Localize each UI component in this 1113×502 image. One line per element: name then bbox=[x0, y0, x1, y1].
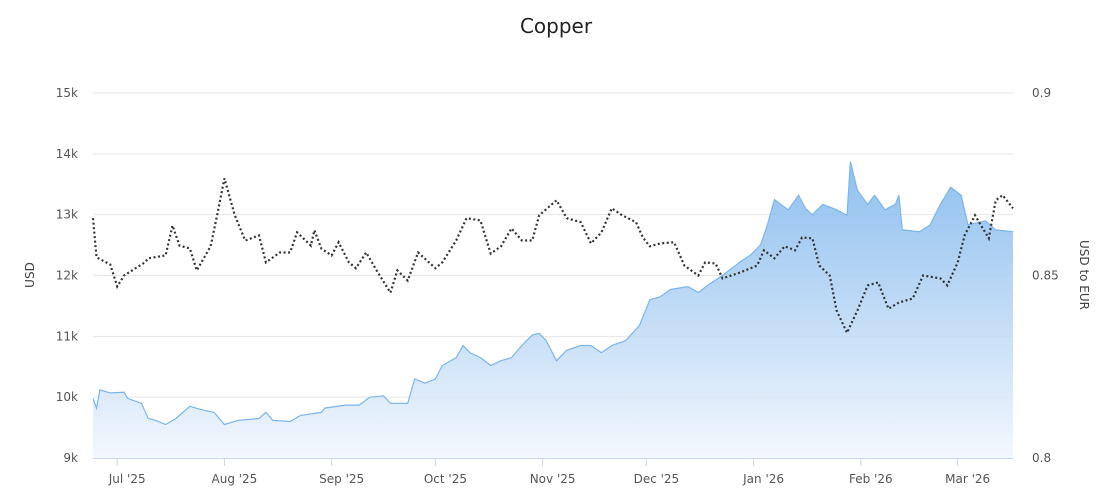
y-tick-label-left: 15k bbox=[56, 86, 78, 100]
y-tick-label-left: 14k bbox=[56, 147, 78, 161]
x-tick-label: Sep '25 bbox=[319, 472, 364, 486]
y-tick-label-left: 9k bbox=[63, 451, 78, 465]
y-tick-label-right: 0.8 bbox=[1032, 451, 1051, 465]
usd-eur-line bbox=[91, 178, 1014, 336]
x-axis: Jul '25 Aug '25 Sep '25 Oct '25 Nov '25 Dec '… bbox=[93, 458, 1013, 486]
x-tick-label: Dec '25 bbox=[634, 472, 680, 486]
y-tick-label-left: 12k bbox=[56, 269, 78, 283]
y-axis-right: 0.8 0.85 0.9 bbox=[1032, 86, 1059, 465]
y-axis-right-title: USD to EUR bbox=[1077, 240, 1091, 310]
x-tick-label: Mar '26 bbox=[945, 472, 990, 486]
x-tick-label: Jan '26 bbox=[742, 472, 784, 486]
y-tick-label-right: 0.9 bbox=[1032, 86, 1051, 100]
y-tick-label-left: 13k bbox=[56, 208, 78, 222]
y-tick-label-left: 11k bbox=[56, 329, 78, 343]
y-tick-label-right: 0.85 bbox=[1032, 269, 1059, 283]
chart-title: Copper bbox=[520, 14, 593, 38]
x-tick-label: Nov '25 bbox=[530, 472, 576, 486]
copper-price-line bbox=[92, 161, 1014, 426]
x-tick-label: Feb '26 bbox=[849, 472, 893, 486]
y-axis-left-title: USD bbox=[23, 262, 37, 288]
plot-area bbox=[91, 161, 1014, 458]
copper-price-area bbox=[93, 161, 1013, 458]
x-tick-label: Oct '25 bbox=[424, 472, 467, 486]
x-tick-label: Aug '25 bbox=[212, 472, 258, 486]
x-tick-label: Jul '25 bbox=[108, 472, 146, 486]
y-tick-label-left: 10k bbox=[56, 390, 78, 404]
y-axis-left: 9k 10k 11k 12k 13k 14k 15k bbox=[56, 86, 78, 465]
